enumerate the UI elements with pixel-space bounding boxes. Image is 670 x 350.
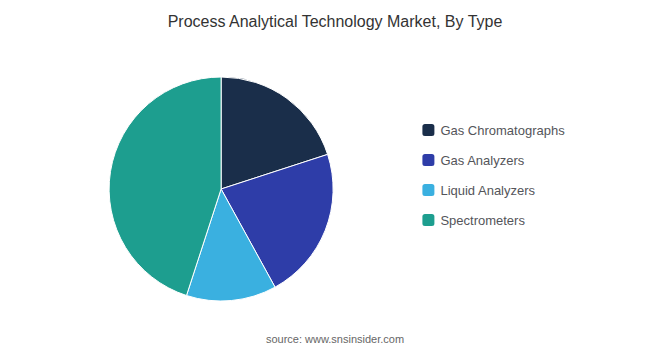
svg-text:Process Analytical Technology: Process Analytical Technology Market, By…: [168, 13, 503, 30]
svg-text:Gas Chromatographs: Gas Chromatographs: [440, 123, 565, 138]
svg-text:Liquid Analyzers: Liquid Analyzers: [440, 183, 535, 198]
svg-text:source: www.snsinsider.com: source: www.snsinsider.com: [266, 333, 404, 345]
svg-text:Gas Analyzers: Gas Analyzers: [440, 153, 524, 168]
svg-text:Spectrometers: Spectrometers: [440, 213, 525, 228]
